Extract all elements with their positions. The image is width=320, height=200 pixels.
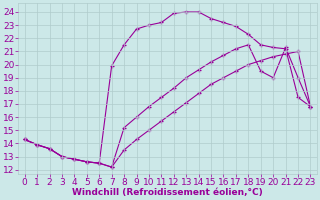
X-axis label: Windchill (Refroidissement éolien,°C): Windchill (Refroidissement éolien,°C)	[72, 188, 263, 197]
